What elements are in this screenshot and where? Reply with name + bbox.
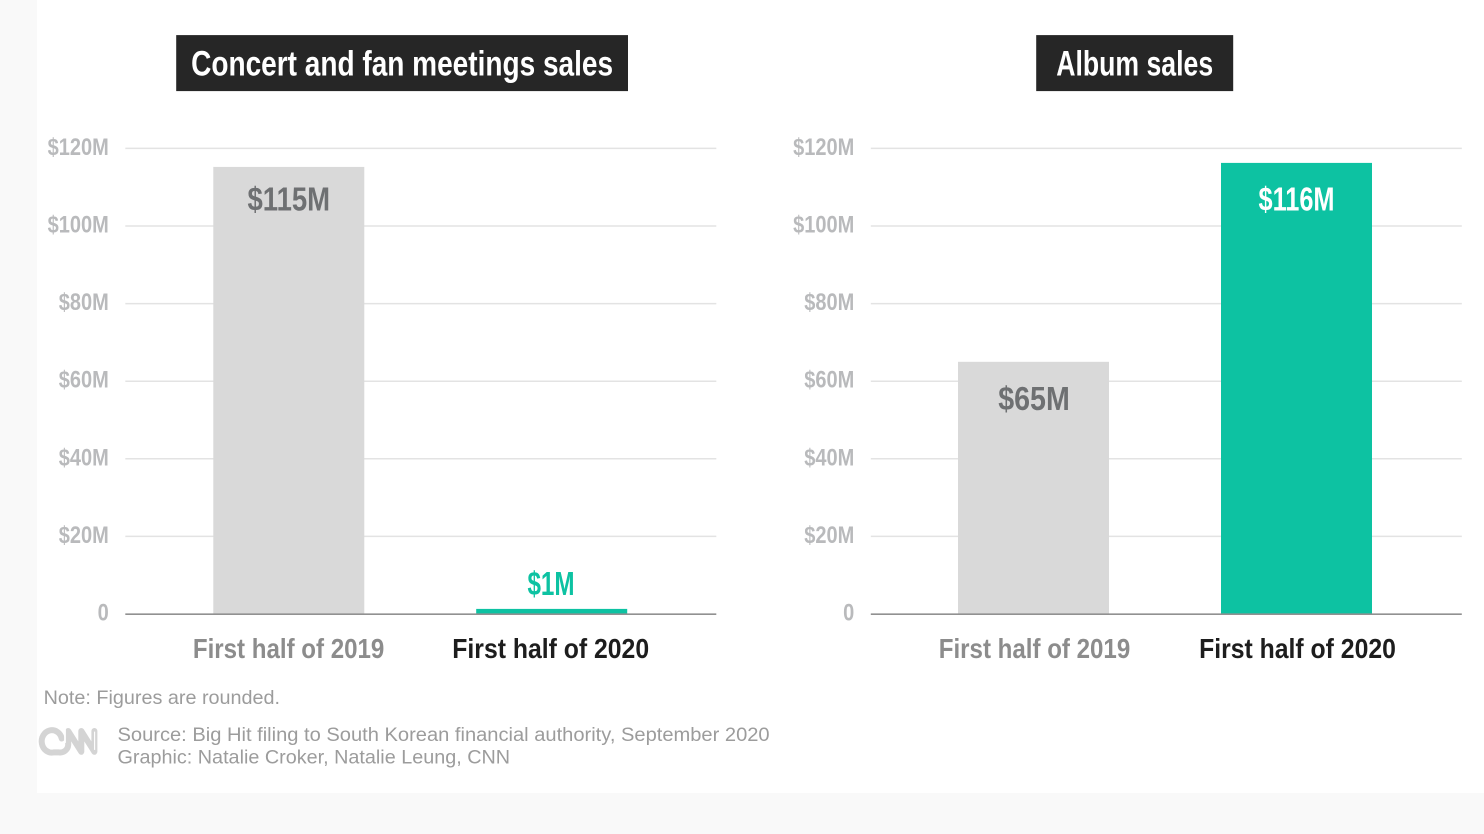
svg-text:$1M: $1M <box>527 565 574 603</box>
svg-text:$40M: $40M <box>804 443 854 470</box>
svg-text:$100M: $100M <box>48 211 109 238</box>
svg-text:$20M: $20M <box>804 521 854 548</box>
svg-text:$120M: $120M <box>48 133 109 160</box>
svg-text:$115M: $115M <box>247 180 330 218</box>
svg-text:Graphic: Natalie Croker, Natal: Graphic: Natalie Croker, Natalie Leung, … <box>118 747 511 769</box>
svg-text:Source: Big Hit filing to Sout: Source: Big Hit filing to South Korean f… <box>118 725 770 746</box>
svg-text:$116M: $116M <box>1258 181 1334 218</box>
svg-text:$40M: $40M <box>59 443 109 470</box>
svg-text:Album sales: Album sales <box>1056 44 1213 83</box>
svg-text:$80M: $80M <box>59 288 109 315</box>
svg-text:0: 0 <box>98 599 109 626</box>
svg-text:0: 0 <box>843 599 854 626</box>
svg-text:First half of 2020: First half of 2020 <box>452 633 649 665</box>
svg-text:$60M: $60M <box>804 366 854 393</box>
svg-text:First half of 2019: First half of 2019 <box>939 632 1130 664</box>
svg-text:$120M: $120M <box>793 133 854 160</box>
svg-text:$80M: $80M <box>804 288 854 315</box>
svg-text:$20M: $20M <box>59 521 109 548</box>
svg-text:First half of 2020: First half of 2020 <box>1199 633 1396 665</box>
svg-text:First half of 2019: First half of 2019 <box>193 632 384 664</box>
svg-text:$60M: $60M <box>59 366 109 393</box>
svg-text:Concert and fan meetings sales: Concert and fan meetings sales <box>191 43 613 83</box>
svg-text:$100M: $100M <box>793 211 854 238</box>
svg-text:$65M: $65M <box>998 380 1070 418</box>
svg-text:Note: Figures are rounded.: Note: Figures are rounded. <box>44 687 280 709</box>
